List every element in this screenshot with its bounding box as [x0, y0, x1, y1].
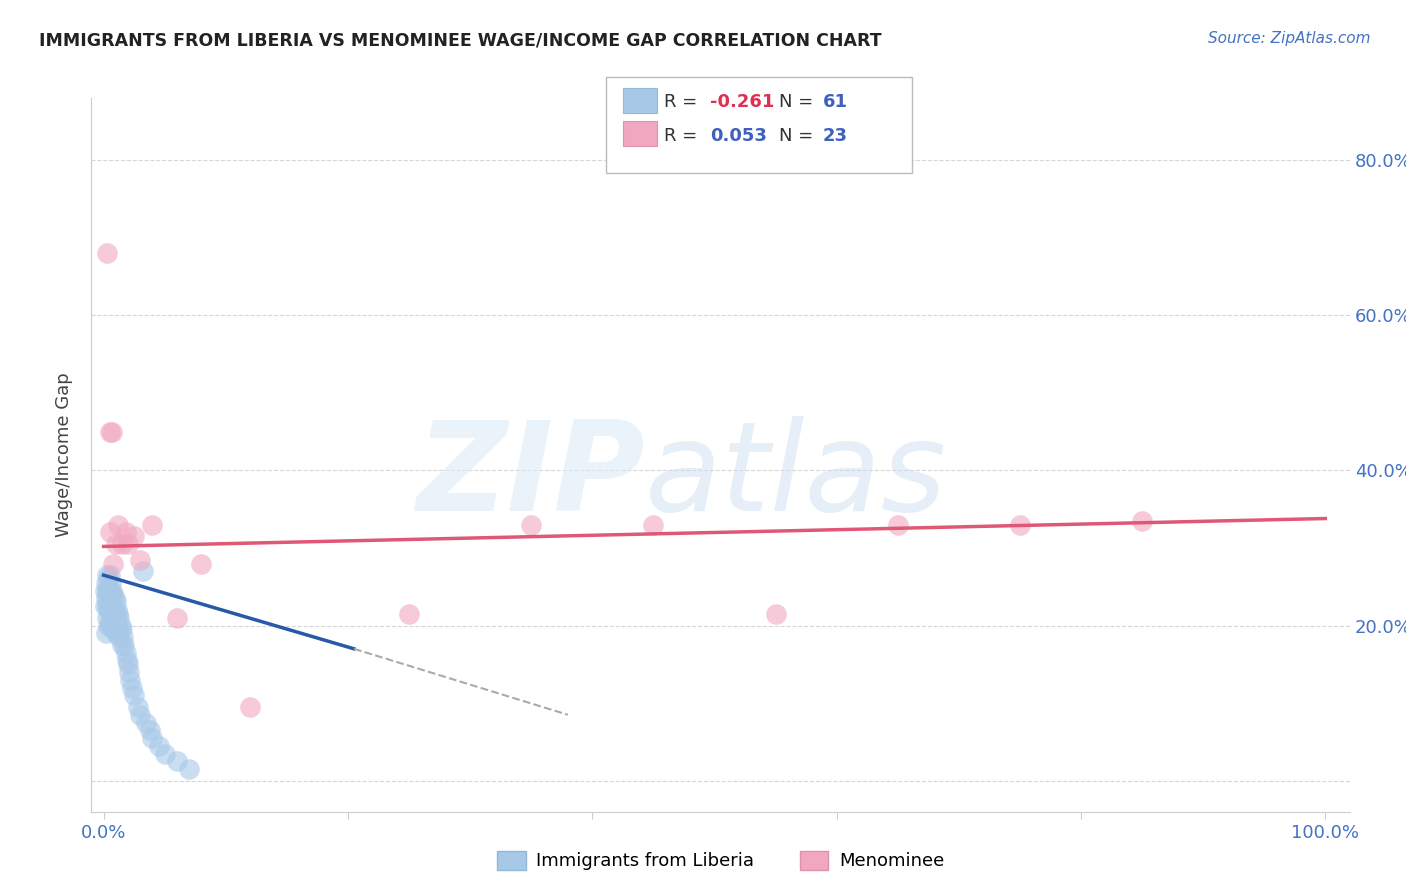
Text: R =: R =: [664, 127, 703, 145]
Point: [141, 517, 163, 532]
Point: [107, 517, 129, 532]
Point: [107, 607, 129, 621]
Point: [98, 525, 121, 540]
Point: [112, 630, 135, 644]
Point: [103, 588, 125, 602]
Text: -0.261: -0.261: [710, 93, 775, 111]
Text: IMMIGRANTS FROM LIBERIA VS MENOMINEE WAGE/INCOME GAP CORRELATION CHART: IMMIGRANTS FROM LIBERIA VS MENOMINEE WAG…: [39, 31, 882, 49]
Point: [121, 681, 143, 695]
Point: [96, 599, 118, 614]
Text: ZIP: ZIP: [416, 416, 645, 537]
Point: [98, 568, 121, 582]
Point: [100, 575, 122, 590]
Point: [94, 626, 117, 640]
Point: [190, 557, 212, 571]
Point: [101, 599, 124, 614]
Point: [129, 707, 152, 722]
Point: [105, 603, 128, 617]
Text: N =: N =: [779, 93, 818, 111]
Point: [179, 762, 201, 776]
Point: [122, 689, 145, 703]
Point: [114, 525, 136, 540]
Point: [94, 583, 117, 598]
Point: [94, 575, 117, 590]
Point: [100, 603, 122, 617]
Point: [114, 646, 136, 660]
Point: [98, 583, 121, 598]
Point: [100, 618, 122, 632]
Point: [110, 618, 132, 632]
Point: [108, 611, 131, 625]
Text: 61: 61: [823, 93, 848, 111]
Point: [104, 591, 127, 606]
Point: [98, 425, 121, 439]
Point: [765, 607, 787, 621]
Point: [104, 607, 127, 621]
Point: [97, 618, 120, 632]
Point: [122, 529, 145, 543]
Point: [97, 583, 120, 598]
Point: [104, 623, 127, 637]
Point: [94, 599, 117, 614]
Point: [97, 572, 120, 586]
Point: [117, 537, 139, 551]
Text: Source: ZipAtlas.com: Source: ZipAtlas.com: [1208, 31, 1371, 46]
Point: [96, 246, 118, 260]
Point: [100, 588, 122, 602]
Point: [139, 723, 162, 738]
Text: R =: R =: [664, 93, 703, 111]
Point: [127, 700, 149, 714]
Point: [239, 700, 262, 714]
Point: [104, 626, 127, 640]
Point: [398, 607, 420, 621]
Point: [520, 517, 543, 532]
Point: [120, 673, 142, 687]
Point: [97, 603, 120, 617]
Point: [96, 583, 118, 598]
Y-axis label: Wage/Income Gap: Wage/Income Gap: [55, 373, 73, 537]
Point: [104, 595, 127, 609]
Text: 23: 23: [823, 127, 848, 145]
Point: [98, 615, 121, 629]
Point: [129, 552, 152, 566]
Point: [166, 611, 188, 625]
Point: [104, 537, 127, 551]
Point: [103, 607, 125, 621]
Point: [98, 599, 121, 614]
Point: [111, 537, 134, 551]
Point: [643, 517, 665, 532]
Point: [115, 653, 138, 667]
Point: [107, 623, 129, 637]
Point: [141, 731, 163, 745]
Point: [166, 754, 188, 768]
Point: [101, 583, 124, 598]
Point: [96, 568, 118, 582]
Point: [105, 618, 128, 632]
Point: [135, 715, 157, 730]
Point: [117, 657, 139, 672]
Point: [111, 623, 134, 637]
Point: [104, 611, 127, 625]
Point: [101, 615, 124, 629]
Point: [1130, 514, 1153, 528]
Point: [94, 591, 117, 606]
Point: [96, 611, 118, 625]
Point: [153, 747, 176, 761]
Legend: Immigrants from Liberia, Menominee: Immigrants from Liberia, Menominee: [489, 843, 952, 878]
Point: [148, 739, 170, 753]
Text: N =: N =: [779, 127, 818, 145]
Point: [112, 638, 135, 652]
Text: 0.053: 0.053: [710, 127, 766, 145]
Point: [111, 638, 134, 652]
Point: [101, 425, 124, 439]
Text: atlas: atlas: [645, 416, 948, 537]
Point: [886, 517, 908, 532]
Point: [118, 665, 141, 679]
Point: [108, 630, 131, 644]
Point: [103, 557, 125, 571]
Point: [103, 623, 125, 637]
Point: [131, 564, 153, 578]
Point: [1008, 517, 1031, 532]
